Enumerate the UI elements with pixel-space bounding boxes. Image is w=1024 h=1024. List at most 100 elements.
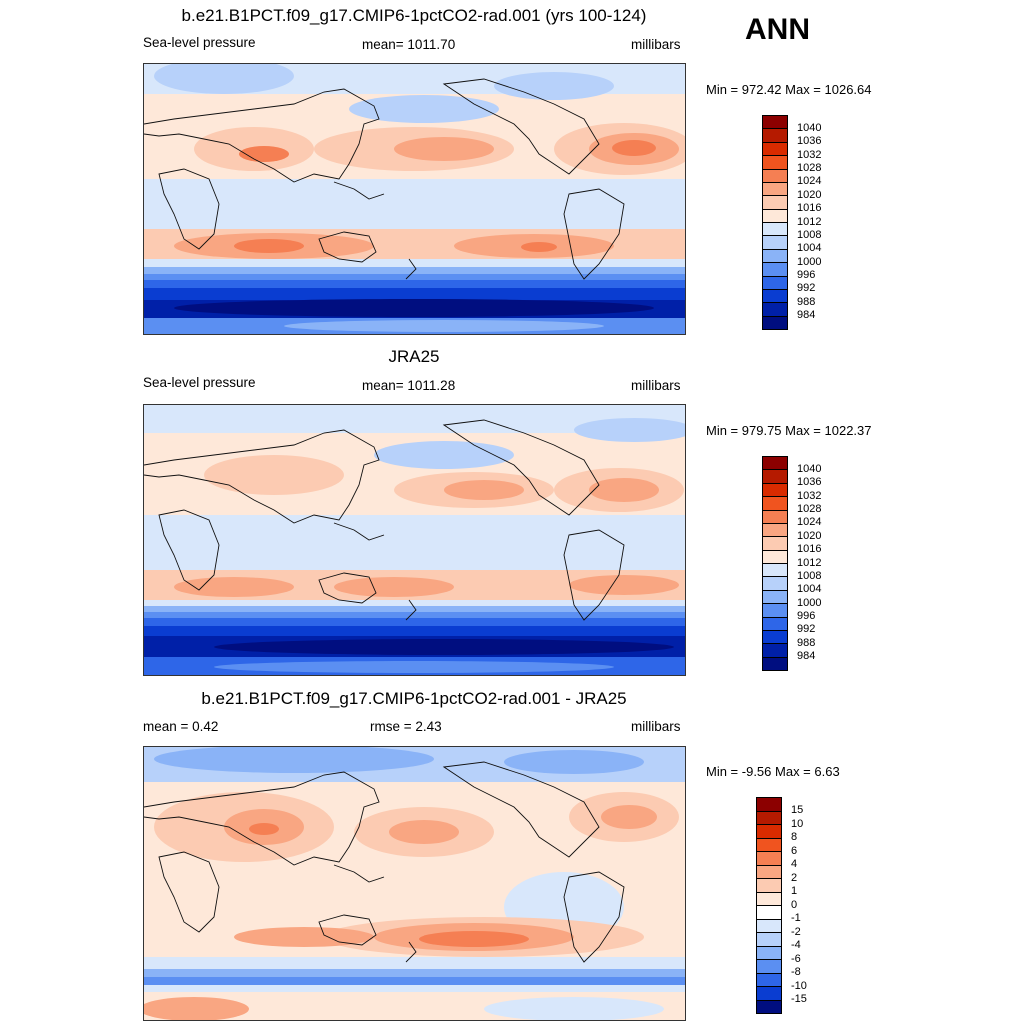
colorbar-swatch <box>762 482 788 497</box>
colorbar-tick-label: -8 <box>791 966 801 978</box>
colorbar-tick-label: 1004 <box>797 583 822 596</box>
panel-3-units-label: millibars <box>631 719 681 734</box>
colorbar-tick-label: -2 <box>791 925 801 938</box>
colorbar-swatch <box>762 155 788 169</box>
colorbar-swatch <box>756 810 782 825</box>
colorbar-tick-label: 1020 <box>797 188 822 201</box>
colorbar-tick-label: 988 <box>797 636 816 649</box>
colorbar-tick-label: 0 <box>791 898 798 911</box>
colorbar-swatch <box>762 536 788 551</box>
colorbar-tick-label: 1 <box>791 885 798 897</box>
difference-slp-map <box>143 746 686 1021</box>
colorbar-swatch <box>756 864 782 879</box>
panel-2-colorbar: 1040 1036 1032 1028 1024 1020 1016 1012 1008 1004… <box>762 456 882 671</box>
colorbar-swatch <box>762 589 788 604</box>
colorbar-swatch <box>756 797 782 811</box>
colorbar-swatch <box>762 629 788 644</box>
colorbar-swatch <box>756 851 782 865</box>
colorbar-swatch <box>762 315 788 330</box>
colorbar-swatch <box>756 905 782 919</box>
colorbar-swatch <box>762 643 788 658</box>
colorbar-swatch <box>762 509 788 524</box>
colorbar-tick-label: 996 <box>797 610 816 622</box>
colorbar-swatch <box>762 168 788 183</box>
panel-2-mean-label: mean= 1011.28 <box>362 378 456 393</box>
panel-1-variable-label: Sea-level pressure <box>143 35 256 50</box>
colorbar-swatch <box>756 891 782 906</box>
colorbar-swatch <box>756 878 782 892</box>
colorbar-swatch <box>762 656 788 671</box>
colorbar-swatch <box>762 522 788 537</box>
colorbar-tick-label: 984 <box>797 309 816 322</box>
colorbar-swatch <box>762 275 788 290</box>
colorbar-tick-label: 1028 <box>797 503 822 515</box>
colorbar-tick-label: -1 <box>791 912 801 924</box>
panel-2-minmax-label: Min = 979.75 Max = 1022.37 <box>706 423 872 438</box>
colorbar-swatch <box>756 945 782 960</box>
colorbar-tick-label: 1016 <box>797 202 822 215</box>
colorbar-tick-label: 984 <box>797 650 816 663</box>
colorbar-swatch <box>762 469 788 484</box>
colorbar-swatch <box>762 115 788 129</box>
colorbar-swatch <box>762 496 788 510</box>
colorbar-swatch <box>762 128 788 143</box>
colorbar-swatch <box>762 235 788 250</box>
colorbar-tick-label: 1024 <box>797 516 822 529</box>
panel-1-colorbar: 1040 1036 1032 1028 1024 1020 1016 1012 1008 1004… <box>762 115 882 330</box>
colorbar-swatch <box>762 576 788 591</box>
panel-2-variable-label: Sea-level pressure <box>143 375 256 390</box>
colorbar-tick-label: 1008 <box>797 228 822 241</box>
model-slp-map <box>143 63 686 335</box>
colorbar-tick-label: 1036 <box>797 135 822 148</box>
colorbar-tick-label: -4 <box>791 939 801 951</box>
colorbar-swatch <box>762 222 788 236</box>
colorbar-swatch <box>762 603 788 617</box>
colorbar-tick-label: 1008 <box>797 569 822 582</box>
panel-3-title: b.e21.B1PCT.f09_g17.CMIP6-1pctCO2-rad.00… <box>201 689 627 708</box>
colorbar-tick-label: 1020 <box>797 529 822 542</box>
colorbar-tick-label: -10 <box>791 979 807 992</box>
colorbar-tick-label: 1032 <box>797 489 822 502</box>
colorbar-tick-label: -15 <box>791 993 807 1005</box>
colorbar-tick-label: 1024 <box>797 175 822 188</box>
colorbar-swatch <box>756 837 782 852</box>
difference-slp-field <box>144 747 685 1020</box>
model-slp-field <box>144 64 685 334</box>
obs-slp-map <box>143 404 686 676</box>
colorbar-tick-label: 1012 <box>797 556 822 569</box>
colorbar-swatch <box>756 972 782 987</box>
colorbar-swatch <box>762 181 788 196</box>
colorbar-swatch <box>762 195 788 210</box>
colorbar-swatch <box>756 986 782 1000</box>
colorbar-tick-label: 1004 <box>797 242 822 255</box>
obs-slp-field <box>144 405 685 675</box>
panel-2-units-label: millibars <box>631 378 681 393</box>
colorbar-tick-label: 2 <box>791 871 798 884</box>
panel-3-minmax-label: Min = -9.56 Max = 6.63 <box>706 764 840 779</box>
colorbar-swatch <box>762 563 788 577</box>
colorbar-tick-label: 1040 <box>797 121 822 134</box>
colorbar-swatch <box>756 959 782 973</box>
colorbar-swatch <box>756 932 782 946</box>
panel-1-units-label: millibars <box>631 37 681 52</box>
colorbar-tick-label: 1016 <box>797 543 822 556</box>
panel-2-title: JRA25 <box>388 347 440 366</box>
colorbar-tick-label: 988 <box>797 295 816 308</box>
colorbar-swatch <box>762 248 788 263</box>
colorbar-swatch <box>762 208 788 223</box>
colorbar-tick-label: 1000 <box>797 596 822 609</box>
colorbar-swatch <box>756 918 782 933</box>
colorbar-tick-label: -6 <box>791 952 801 965</box>
colorbar-tick-label: 1028 <box>797 162 822 174</box>
colorbar-swatch <box>762 616 788 631</box>
panel-3-mean-label: mean = 0.42 <box>143 719 219 734</box>
colorbar-tick-label: 992 <box>797 282 816 295</box>
colorbar-tick-label: 992 <box>797 623 816 636</box>
colorbar-tick-label: 1012 <box>797 215 822 228</box>
colorbar-tick-label: 1036 <box>797 476 822 489</box>
panel-3-rmse-label: rmse = 2.43 <box>370 719 442 734</box>
colorbar-tick-label: 996 <box>797 269 816 281</box>
panel-1-title: b.e21.B1PCT.f09_g17.CMIP6-1pctCO2-rad.00… <box>181 6 647 25</box>
colorbar-tick-label: 1040 <box>797 462 822 475</box>
colorbar-swatch <box>756 999 782 1014</box>
